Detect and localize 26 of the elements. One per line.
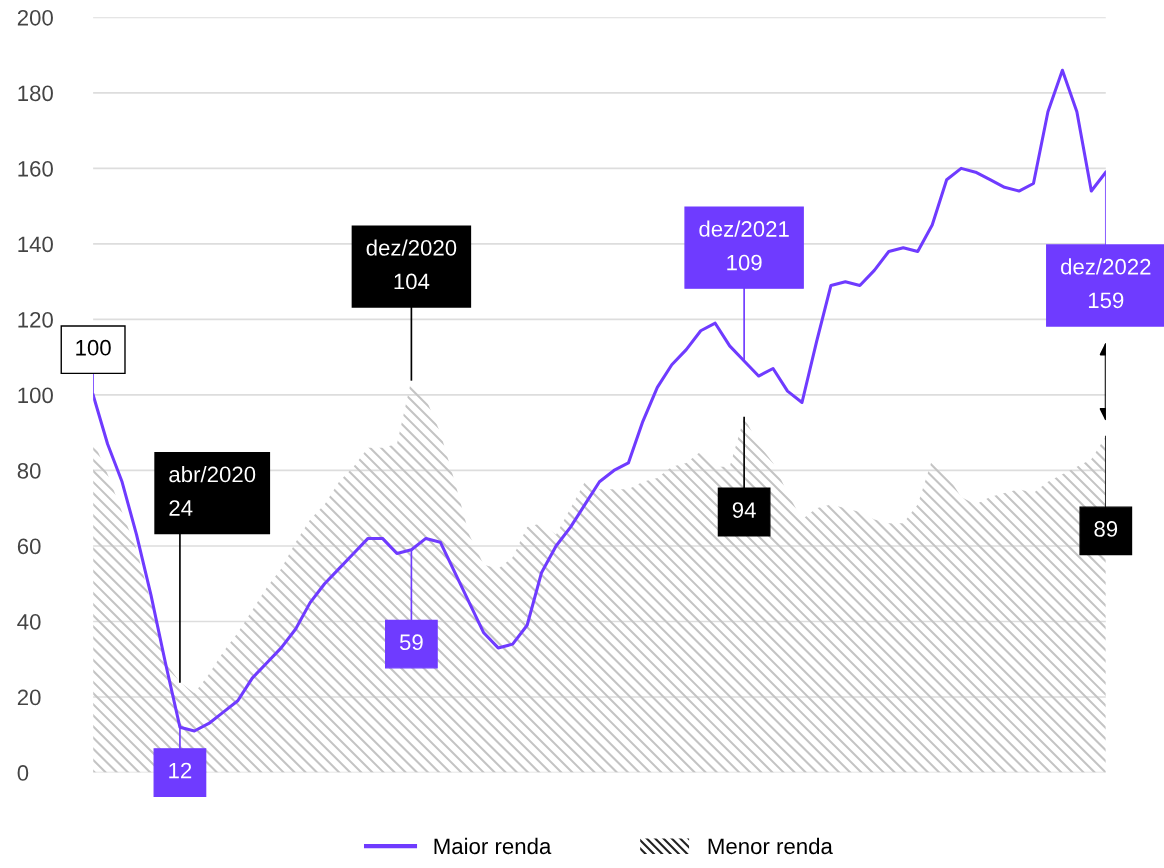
annotation: dez/2020 bbox=[366, 239, 457, 256]
data-label: 24 bbox=[169, 500, 193, 516]
y-tick-label: 80 bbox=[17, 462, 41, 479]
data-label: 59 bbox=[399, 634, 423, 651]
data-label: 94 bbox=[732, 502, 756, 518]
data-label: 100 bbox=[76, 339, 111, 356]
y-tick-label: 120 bbox=[18, 311, 53, 328]
y-tick-label: 100 bbox=[18, 387, 53, 404]
y-tick-label: 200 bbox=[17, 9, 53, 26]
legend-label: Maior renda bbox=[434, 837, 552, 855]
data-label: 12 bbox=[169, 762, 192, 779]
data-label: 159 bbox=[1088, 292, 1124, 309]
data-label: 89 bbox=[1094, 521, 1118, 537]
annotation: abr/2020 bbox=[169, 465, 256, 483]
y-tick-label: 180 bbox=[18, 85, 53, 102]
annotation: dez/2022 bbox=[1061, 258, 1151, 275]
y-tick-label: 0 bbox=[17, 765, 29, 781]
y-tick-label: 140 bbox=[18, 236, 53, 253]
y-tick-label: 160 bbox=[18, 160, 53, 177]
y-tick-label: 60 bbox=[17, 538, 41, 555]
y-tick-label: 40 bbox=[17, 614, 41, 630]
annotation: dez/2021 bbox=[699, 220, 789, 237]
data-label: 109 bbox=[727, 254, 762, 271]
y-tick-label: 20 bbox=[17, 689, 41, 706]
text: Menor renda bbox=[708, 837, 833, 855]
data-label: 104 bbox=[394, 273, 430, 290]
